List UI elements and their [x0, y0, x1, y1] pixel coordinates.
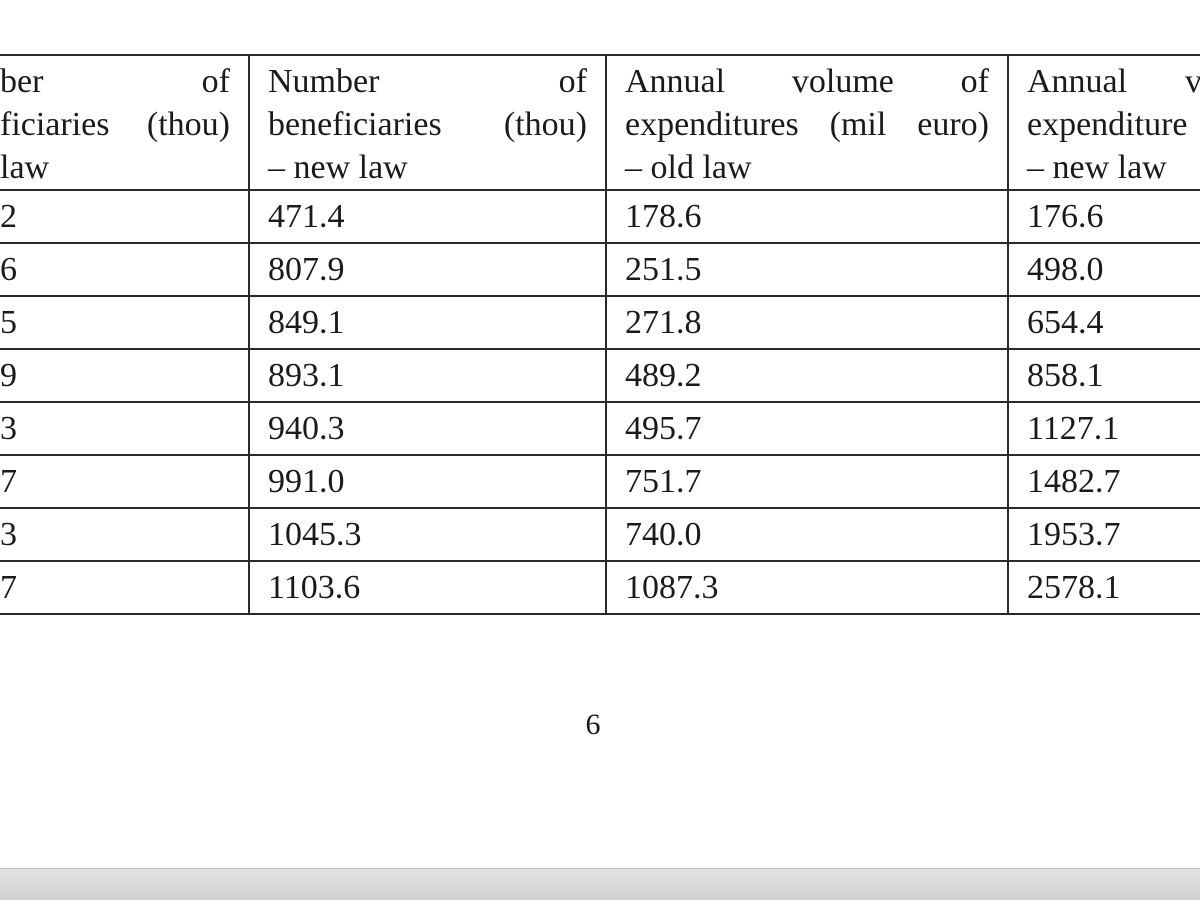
data-table: ber of ficiaries (thou) law Number of benefi…	[0, 54, 1200, 615]
table-cell: 1045.3	[248, 507, 607, 562]
table-cell: 251.5	[605, 242, 1009, 297]
table-cell: 807.9	[248, 242, 607, 297]
table-row: 5 849.1 271.8 654.4	[0, 295, 1200, 350]
table-row: 7 1103.6 1087.3 2578.1	[0, 560, 1200, 615]
table-cell: 7	[0, 454, 250, 509]
table-cell: 751.7	[605, 454, 1009, 509]
table-cell: 1127.1	[1007, 401, 1200, 456]
table-cell: 1087.3	[605, 560, 1009, 615]
header-cell: ber of ficiaries (thou) law	[0, 54, 250, 191]
table-cell: 654.4	[1007, 295, 1200, 350]
table-cell: 849.1	[248, 295, 607, 350]
header-cell: Number of beneficiaries (thou) – new law	[248, 54, 607, 191]
window-bottom-bar	[0, 868, 1200, 900]
header-line: ficiaries (thou)	[0, 106, 230, 143]
table-cell: 6	[0, 242, 250, 297]
table-cell: 893.1	[248, 348, 607, 403]
table-cell: 489.2	[605, 348, 1009, 403]
header-line: Annual volume of	[625, 63, 989, 100]
header-cell: Annual volume of expenditures (mil euro) –…	[605, 54, 1009, 191]
table-cell: 1953.7	[1007, 507, 1200, 562]
page-number: 6	[585, 708, 601, 741]
table-cell: 498.0	[1007, 242, 1200, 297]
header-line: Annual v	[1027, 63, 1200, 100]
table-cell: 495.7	[605, 401, 1009, 456]
table-cell: 991.0	[248, 454, 607, 509]
header-cell: Annual v expenditure – new law	[1007, 54, 1200, 191]
table-cell: 940.3	[248, 401, 607, 456]
header-line: expenditures (mil euro)	[625, 106, 989, 143]
table-cell: 9	[0, 348, 250, 403]
table-row: 3 940.3 495.7 1127.1	[0, 401, 1200, 456]
table-cell: 271.8	[605, 295, 1009, 350]
table-row: 7 991.0 751.7 1482.7	[0, 454, 1200, 509]
table-cell: 1103.6	[248, 560, 607, 615]
header-line: ber of	[0, 63, 230, 100]
table-row: 3 1045.3 740.0 1953.7	[0, 507, 1200, 562]
header-line: expenditure	[1027, 106, 1188, 143]
header-line: beneficiaries (thou)	[268, 106, 587, 143]
header-line: – old law	[625, 149, 752, 186]
table-cell: 740.0	[605, 507, 1009, 562]
header-row: ber of ficiaries (thou) law Number of benefi…	[0, 54, 1200, 191]
table-cell: 3	[0, 401, 250, 456]
table-cell: 176.6	[1007, 189, 1200, 244]
table-row: 6 807.9 251.5 498.0	[0, 242, 1200, 297]
header-line: – new law	[1027, 149, 1167, 186]
header-line: Number of	[268, 63, 587, 100]
header-line: law	[0, 149, 50, 186]
table-cell: 2578.1	[1007, 560, 1200, 615]
header-line: – new law	[268, 149, 408, 186]
table-cell: 7	[0, 560, 250, 615]
table-cell: 3	[0, 507, 250, 562]
table-cell: 178.6	[605, 189, 1009, 244]
table-cell: 1482.7	[1007, 454, 1200, 509]
table-cell: 858.1	[1007, 348, 1200, 403]
table-row: 2 471.4 178.6 176.6	[0, 189, 1200, 244]
table-cell: 5	[0, 295, 250, 350]
table-row: 9 893.1 489.2 858.1	[0, 348, 1200, 403]
table-cell: 2	[0, 189, 250, 244]
table-cell: 471.4	[248, 189, 607, 244]
